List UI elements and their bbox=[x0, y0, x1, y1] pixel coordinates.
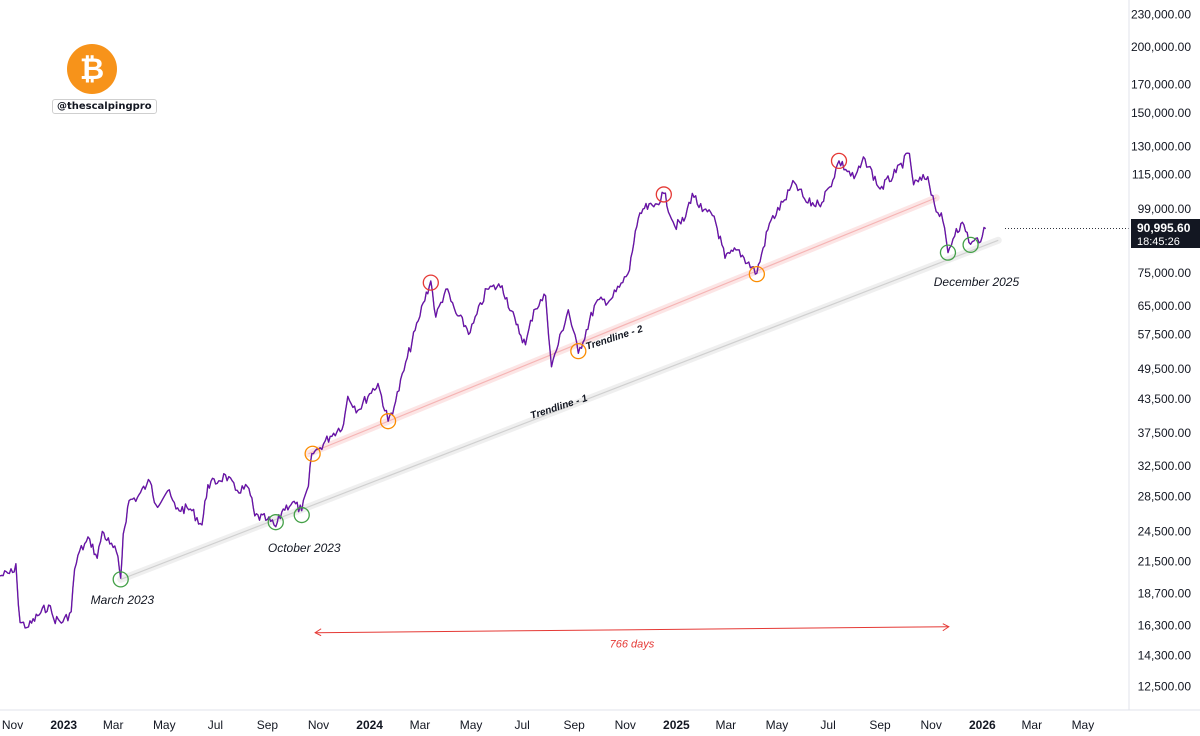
range-arrow-head-right bbox=[942, 623, 950, 632]
y-tick-label: 230,000.00 bbox=[1131, 8, 1191, 22]
y-axis[interactable]: 230,000.00 200,000.00 170,000.00 150,000.00… bbox=[1131, 8, 1191, 694]
x-tick-label: May bbox=[460, 718, 483, 732]
y-tick-label: 14,300.00 bbox=[1138, 649, 1192, 663]
pivot-marker-orange bbox=[570, 343, 587, 360]
x-tick-label: 2023 bbox=[50, 718, 77, 732]
range-measure: 766 days bbox=[314, 623, 950, 651]
price-series bbox=[0, 152, 1129, 629]
range-arrow-line bbox=[315, 626, 949, 634]
x-tick-label: Nov bbox=[2, 718, 23, 732]
bitcoin-logo-icon: ₿ bbox=[67, 44, 117, 94]
y-tick-label: 200,000.00 bbox=[1131, 40, 1191, 54]
pivot-marker-orange bbox=[379, 413, 397, 430]
pivot-marker-orange bbox=[748, 265, 766, 283]
x-tick-label: Sep bbox=[563, 718, 585, 732]
y-tick-label: 18,700.00 bbox=[1138, 587, 1192, 601]
pivot-marker-green bbox=[112, 571, 129, 588]
y-tick-label: 115,000.00 bbox=[1132, 168, 1191, 182]
trendline-1 bbox=[120, 239, 999, 580]
x-tick-label: Mar bbox=[103, 718, 124, 732]
y-tick-label: 170,000.00 bbox=[1131, 77, 1191, 91]
annotations: March 2023 October 2023 December 2025 Trend… bbox=[91, 275, 1020, 607]
y-tick-label: 37,500.00 bbox=[1138, 426, 1192, 440]
y-tick-label: 21,500.00 bbox=[1138, 555, 1192, 569]
x-tick-label: Nov bbox=[308, 718, 329, 732]
x-axis[interactable]: Nov 2023 Mar May Jul Sep Nov 2024 Mar May Jul Sep No… bbox=[2, 718, 1094, 732]
pivot-markers bbox=[112, 152, 979, 588]
price-label-box: 90,995.60 18:45:26 bbox=[1131, 219, 1200, 248]
x-tick-label: Sep bbox=[869, 718, 891, 732]
y-tick-label: 75,000.00 bbox=[1138, 266, 1192, 280]
countdown-label: 18:45:26 bbox=[1137, 236, 1180, 248]
x-tick-label: 2024 bbox=[356, 718, 383, 732]
x-tick-label: 2025 bbox=[663, 718, 690, 732]
price-wicks bbox=[0, 152, 987, 629]
pivot-marker-orange bbox=[304, 445, 321, 462]
pivot-marker-green bbox=[962, 236, 979, 254]
y-tick-label: 65,000.00 bbox=[1138, 299, 1192, 313]
author-handle: @thescalpingpro bbox=[52, 99, 157, 114]
y-tick-label: 99,000.00 bbox=[1138, 202, 1192, 216]
y-tick-label: 150,000.00 bbox=[1131, 106, 1191, 120]
x-tick-label: Jul bbox=[820, 718, 835, 732]
y-tick-label: 130,000.00 bbox=[1131, 139, 1191, 153]
x-tick-label: Nov bbox=[921, 718, 942, 732]
range-days-label: 766 days bbox=[610, 639, 655, 651]
pivot-marker-red bbox=[655, 186, 672, 203]
trendline-2 bbox=[308, 197, 937, 455]
x-tick-label: May bbox=[153, 718, 176, 732]
y-tick-label: 28,500.00 bbox=[1138, 490, 1192, 504]
trendlines bbox=[117, 194, 1002, 583]
range-arrow-head-left bbox=[314, 628, 322, 637]
y-tick-label: 12,500.00 bbox=[1138, 680, 1192, 694]
pivot-marker-red bbox=[830, 152, 848, 170]
x-tick-label: Jul bbox=[515, 718, 530, 732]
pivot-marker-green bbox=[293, 506, 310, 524]
y-tick-label: 16,300.00 bbox=[1138, 618, 1192, 632]
x-tick-label: Jul bbox=[208, 718, 223, 732]
pivot-marker-green bbox=[939, 244, 957, 261]
x-tick-label: May bbox=[766, 718, 789, 732]
y-tick-label: 49,500.00 bbox=[1138, 362, 1192, 376]
date-annotation: October 2023 bbox=[268, 541, 341, 555]
x-tick-label: Nov bbox=[615, 718, 636, 732]
date-annotation: March 2023 bbox=[91, 593, 155, 607]
x-tick-label: Mar bbox=[410, 718, 431, 732]
y-tick-label: 24,500.00 bbox=[1138, 524, 1192, 538]
date-annotation: December 2025 bbox=[934, 275, 1020, 289]
x-tick-label: Mar bbox=[716, 718, 737, 732]
price-line bbox=[0, 152, 987, 629]
x-tick-label: Mar bbox=[1021, 718, 1042, 732]
trendline-label: Trendline - 1 bbox=[529, 393, 589, 422]
y-tick-label: 57,500.00 bbox=[1138, 328, 1192, 342]
branding: ₿ @thescalpingpro bbox=[52, 44, 157, 114]
x-tick-label: 2026 bbox=[969, 718, 996, 732]
current-price-label: 90,995.60 bbox=[1137, 221, 1191, 235]
x-tick-label: May bbox=[1072, 718, 1095, 732]
y-tick-label: 32,500.00 bbox=[1138, 459, 1192, 473]
y-tick-label: 43,500.00 bbox=[1138, 392, 1192, 406]
pivot-marker-red bbox=[422, 274, 439, 291]
x-tick-label: Sep bbox=[257, 718, 279, 732]
pivot-marker-green bbox=[267, 514, 284, 531]
